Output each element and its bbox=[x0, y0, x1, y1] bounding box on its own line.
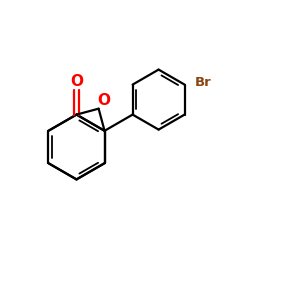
Text: Br: Br bbox=[194, 76, 211, 89]
Text: O: O bbox=[97, 93, 110, 108]
Text: O: O bbox=[70, 74, 83, 89]
